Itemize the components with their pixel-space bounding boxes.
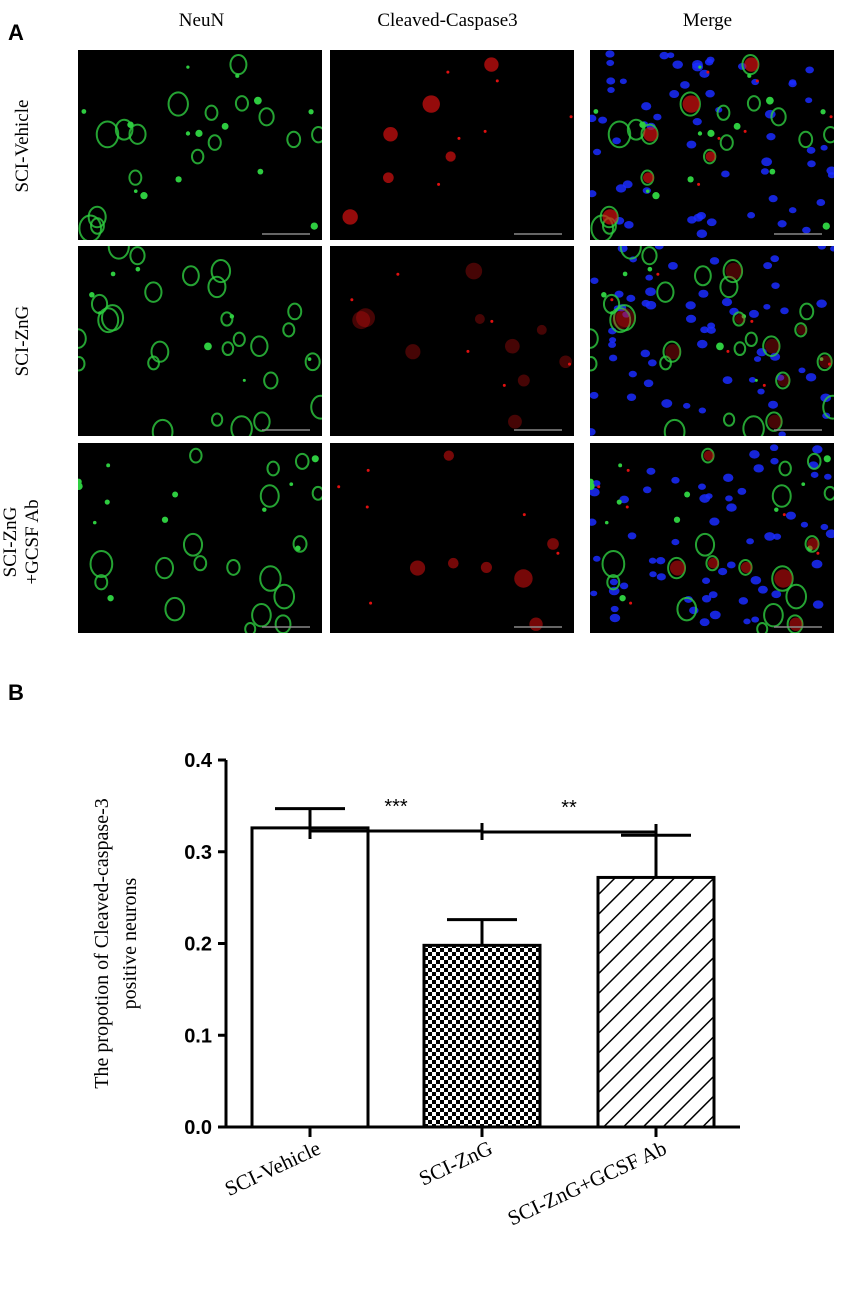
micrograph-zng-gcsf-neun xyxy=(78,443,322,633)
significance-label-0: *** xyxy=(384,796,408,818)
row-label-zng-gcsf-line1: SCI-ZnG xyxy=(0,506,21,578)
y-tick-label-4: 0.4 xyxy=(184,750,213,772)
x-tick-label-0: SCI-Vehicle xyxy=(221,1136,324,1201)
bar-0 xyxy=(250,826,370,1129)
row-label-vehicle: SCI-Vehicle xyxy=(12,71,34,221)
micrograph-zng-neun xyxy=(78,246,322,436)
panel-a-letter: A xyxy=(8,20,24,45)
row-label-vehicle-line: SCI-Vehicle xyxy=(12,99,33,193)
row-label-zng: SCI-ZnG xyxy=(12,266,34,416)
bar-chart: 0.0 0.1 0.2 0.3 0.4 The propotion of Cleaved-… xyxy=(91,750,740,1231)
column-header-merge: Merge xyxy=(682,10,733,31)
micrograph-vehicle-caspase xyxy=(330,50,574,240)
y-tick-label-0: 0.0 xyxy=(184,1117,212,1139)
y-axis-label: The propotion of Cleaved-caspase-3 positi… xyxy=(91,798,141,1088)
micrograph-vehicle-merge xyxy=(590,50,834,240)
row-label-zng-gcsf-line2: +GCSF Ab xyxy=(22,499,43,585)
micrograph-zng-gcsf-merge xyxy=(590,443,834,633)
column-header-caspase: Cleaved-Caspase3 xyxy=(377,10,518,31)
micrograph-zng-merge xyxy=(590,246,834,436)
row-label-zng-gcsf: SCI-ZnG +GCSF Ab xyxy=(0,477,44,607)
y-tick-label-1: 0.1 xyxy=(184,1025,212,1047)
significance-label-1: ** xyxy=(561,797,577,819)
x-tick-label-1: SCI-ZnG xyxy=(415,1136,496,1191)
micrograph-zng-gcsf-caspase xyxy=(330,443,574,633)
bar-2 xyxy=(596,875,716,1129)
y-tick-label-2: 0.2 xyxy=(184,934,212,956)
y-tick-label-3: 0.3 xyxy=(184,842,212,864)
panel-b-letter: B xyxy=(8,680,24,705)
bar-1 xyxy=(422,943,542,1129)
column-header-neun: NeuN xyxy=(178,10,225,31)
micrograph-vehicle-neun xyxy=(78,50,322,240)
micrograph-zng-caspase xyxy=(330,246,574,436)
x-tick-label-2: SCI-ZnG+GCSF Ab xyxy=(504,1136,670,1231)
row-label-zng-line: SCI-ZnG xyxy=(12,305,33,377)
